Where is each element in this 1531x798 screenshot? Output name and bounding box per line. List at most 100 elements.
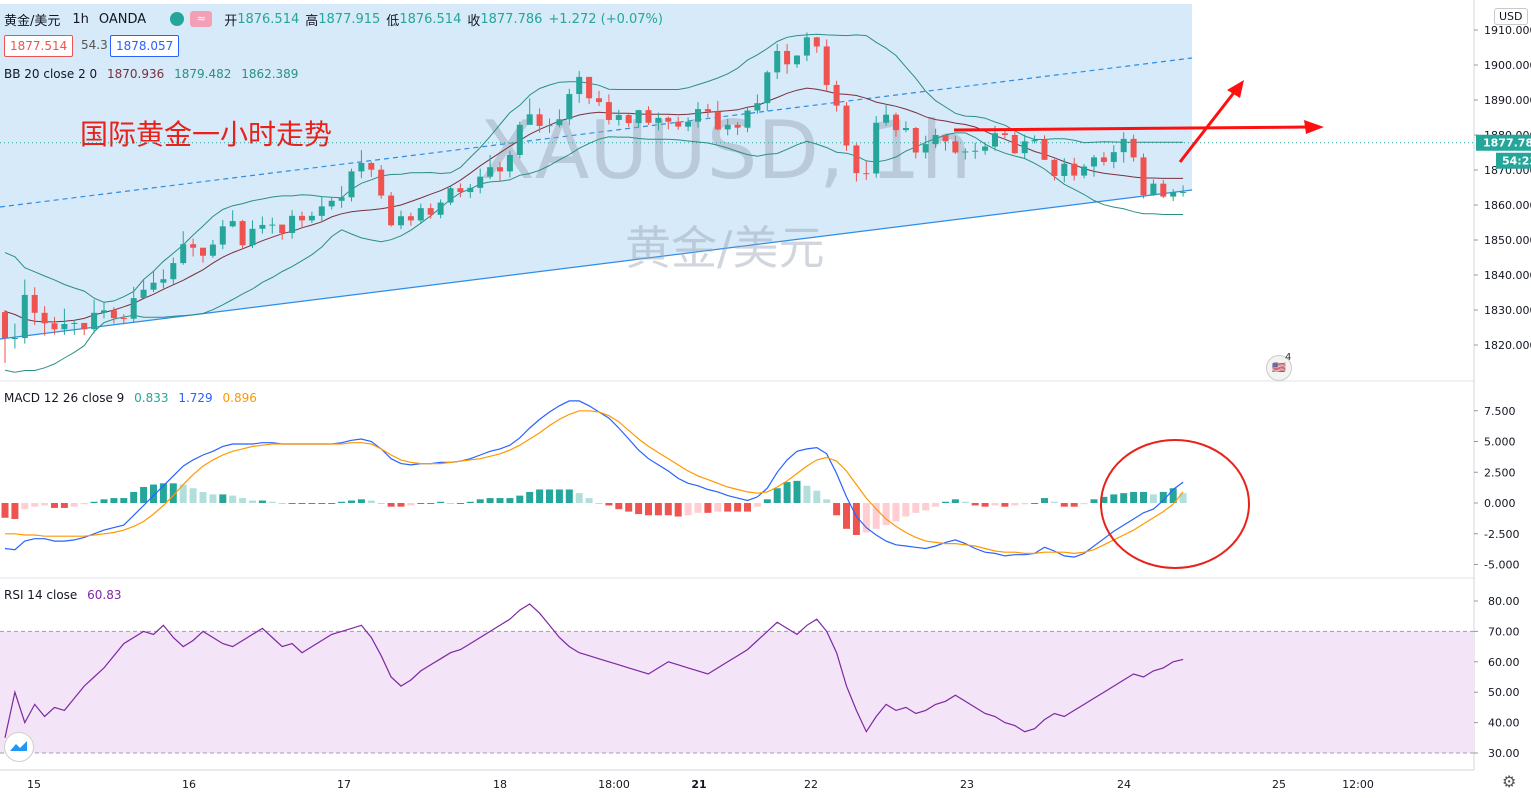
macd-histogram-bar — [1011, 503, 1019, 506]
sell-price-button[interactable]: 1877.514 — [4, 35, 74, 57]
candle-body — [1061, 163, 1068, 176]
macd-histogram-bar — [268, 501, 276, 503]
candle-body — [586, 76, 593, 99]
time-tick-label: 15 — [27, 778, 41, 791]
macd-line-value: 1.729 — [178, 391, 213, 405]
buy-price-button[interactable]: 1878.057 — [110, 35, 180, 57]
macd-histogram-bar — [714, 503, 722, 512]
rsi-tick-label: 40.00 — [1488, 717, 1520, 730]
rsi-tick-label: 60.00 — [1488, 656, 1520, 669]
macd-histogram-bar — [912, 503, 920, 513]
macd-histogram-bar — [1100, 496, 1108, 503]
macd-histogram-bar — [852, 503, 860, 535]
candle-body — [833, 84, 840, 106]
candle-body — [279, 224, 286, 233]
rsi-name[interactable]: RSI 14 close — [4, 588, 78, 602]
bb-legend: BB 20 close 2 0 1870.936 1879.482 1862.3… — [4, 67, 304, 81]
macd-histogram-bar — [1080, 503, 1088, 505]
bb-name[interactable]: BB 20 close 2 0 — [4, 67, 98, 81]
candle-body — [229, 221, 236, 227]
time-tick-label: 23 — [960, 778, 974, 791]
open-value: 1876.514 — [237, 11, 300, 27]
candle-body — [1180, 192, 1187, 194]
candle-body — [269, 224, 276, 226]
candle-body — [625, 115, 632, 124]
macd-histogram-bar — [555, 489, 563, 503]
rsi-tick-label: 50.00 — [1488, 686, 1520, 699]
candle-body — [704, 109, 711, 112]
candle-body — [1100, 157, 1107, 162]
macd-histogram-bar — [318, 503, 326, 504]
candle-body — [972, 150, 979, 152]
candle-body — [101, 310, 107, 313]
up-arrow — [1178, 89, 1238, 163]
macd-histogram-bar — [258, 500, 266, 503]
macd-histogram-bar — [922, 503, 930, 511]
candle-body — [645, 110, 652, 123]
time-tick-label: 16 — [182, 778, 196, 791]
candle-body — [774, 51, 781, 73]
macd-name[interactable]: MACD 12 26 close 9 — [4, 391, 125, 405]
current-price-label: 1877.786 — [1483, 137, 1531, 150]
candle-body — [11, 338, 18, 339]
candle-body — [219, 226, 226, 245]
candle-body — [239, 221, 246, 246]
candle-body — [675, 121, 682, 127]
candle-body — [902, 128, 909, 131]
interval-label[interactable]: 1h — [72, 11, 89, 27]
candle-body — [566, 94, 573, 120]
change-value: +1.272 (+0.07%) — [548, 11, 663, 27]
candle-body — [982, 146, 989, 151]
events-flag-icon[interactable]: 🇺🇸 — [1266, 355, 1292, 381]
macd-histogram-bar — [744, 503, 751, 512]
visibility-toggle-icon[interactable] — [170, 12, 185, 26]
candle-body — [467, 187, 474, 193]
candle-body — [823, 46, 830, 85]
candle-body — [655, 117, 662, 123]
macd-histogram-bar — [338, 501, 346, 503]
macd-signal-value: 0.896 — [222, 391, 257, 405]
exchange-label: OANDA — [98, 11, 147, 27]
candle-body — [477, 176, 484, 188]
candle-body — [398, 216, 404, 226]
candle-body — [912, 128, 919, 153]
price-tick-label: 1890.000 — [1484, 94, 1531, 107]
macd-histogram-bar — [585, 498, 593, 503]
countdown-tag — [1496, 152, 1531, 169]
macd-histogram-bar — [447, 503, 454, 504]
rsi-tick-label: 30.00 — [1488, 747, 1520, 760]
macd-histogram-bar — [209, 494, 217, 503]
macd-histogram-bar — [793, 480, 801, 503]
settings-gear-icon[interactable]: ⚙ — [1502, 772, 1517, 791]
macd-histogram-bar — [387, 503, 395, 507]
macd-histogram-bar — [1, 503, 9, 518]
candle-body — [734, 124, 741, 128]
candle-body — [259, 224, 266, 229]
rsi-line — [4, 603, 1184, 738]
macd-histogram-bar — [803, 485, 811, 503]
candle-body — [150, 282, 157, 290]
macd-histogram-bar — [100, 499, 108, 503]
candle-body — [546, 125, 553, 127]
spread-value: 54.3 — [81, 38, 108, 52]
macd-histogram-bar — [773, 488, 781, 503]
macd-legend: MACD 12 26 close 9 0.833 1.729 0.896 — [4, 391, 263, 405]
candle-body — [714, 111, 721, 130]
macd-histogram-bar — [456, 503, 464, 504]
tradingview-logo-icon[interactable] — [4, 732, 34, 762]
currency-button[interactable]: USD — [1494, 8, 1528, 25]
horizontal-arrow — [953, 125, 1311, 132]
candle-body — [180, 244, 187, 264]
macd-histogram-bar — [734, 503, 742, 512]
macd-histogram-bar — [397, 503, 405, 507]
macd-histogram-bar — [546, 489, 553, 503]
candle-body — [249, 228, 256, 246]
macd-histogram-bar — [843, 503, 850, 529]
candle-body — [853, 145, 860, 174]
compare-icon[interactable]: ≈ — [190, 11, 213, 27]
symbol-name[interactable]: 黄金/美元 — [4, 13, 61, 29]
macd-histogram-bar — [31, 503, 39, 507]
candle-body — [883, 114, 890, 123]
candle-body — [497, 167, 503, 172]
